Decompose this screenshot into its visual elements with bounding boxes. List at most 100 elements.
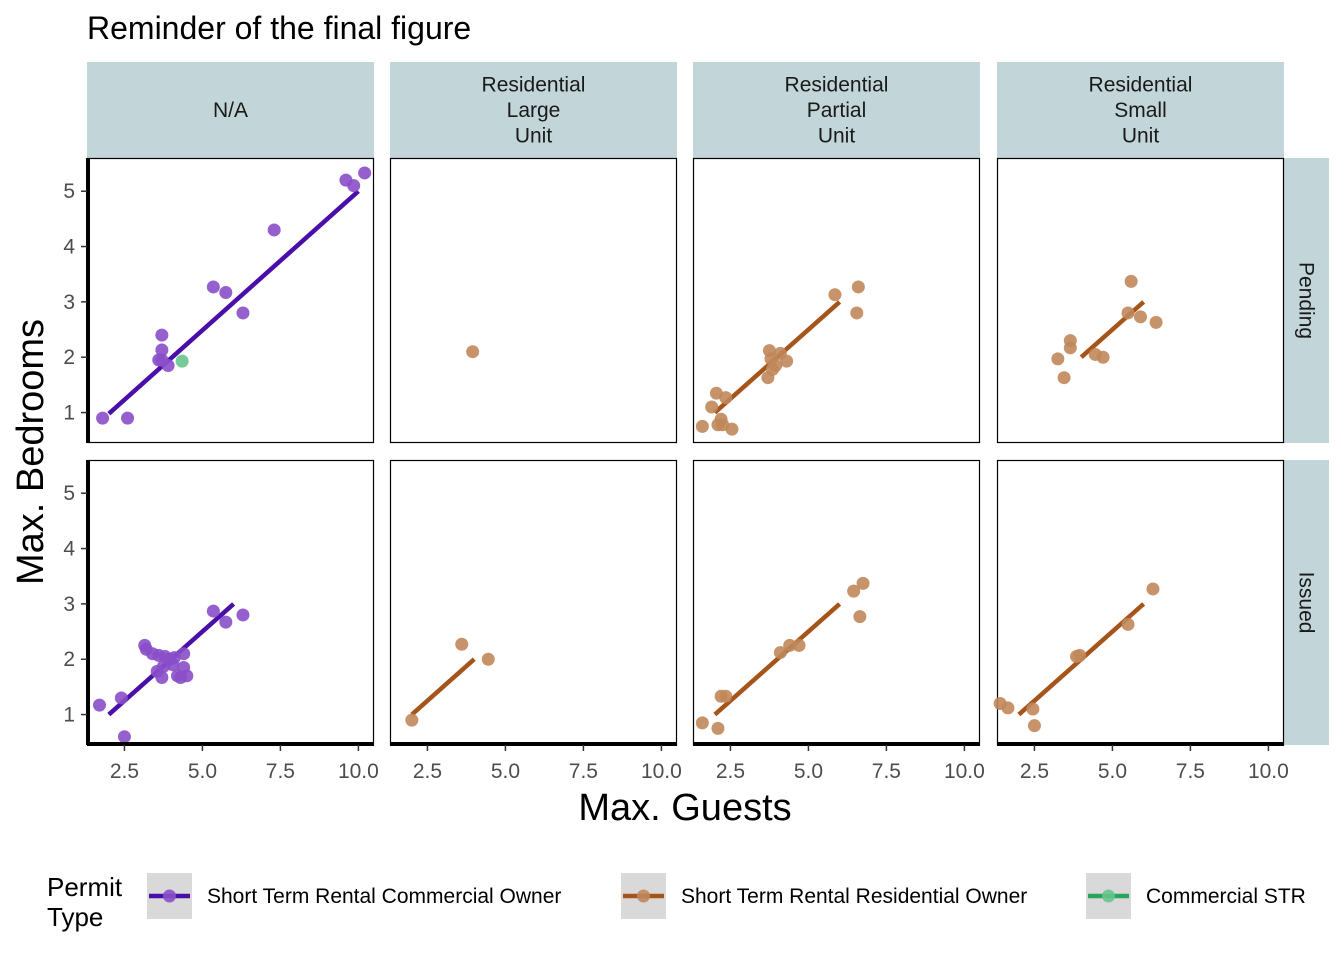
y-tick-label: 1	[63, 402, 75, 425]
y-axis-title: Max. Bedrooms	[10, 319, 52, 585]
data-point	[206, 280, 220, 294]
panel-border	[692, 459, 981, 746]
strip-label: Residential	[482, 74, 586, 97]
data-point	[96, 411, 110, 425]
data-point	[481, 652, 495, 666]
panel-pending-large	[389, 157, 678, 444]
data-point	[850, 306, 864, 320]
x-tick-label: 2.5	[110, 760, 139, 783]
x-axis-large: 2.5 5.0 7.5 10.0	[390, 742, 682, 783]
x-tick-label: 5.0	[1098, 760, 1127, 783]
x-tick-label: 5.0	[794, 760, 823, 783]
data-point	[1001, 701, 1015, 715]
facet-strip-pending: Pending	[1284, 158, 1329, 443]
strip-label: Large	[507, 99, 561, 122]
legend-key-point	[1102, 889, 1115, 903]
data-point	[711, 721, 725, 735]
legend-key-point	[163, 889, 176, 903]
strip-background	[390, 62, 677, 158]
fit-line	[713, 602, 842, 717]
panel-pending-partial	[692, 157, 981, 444]
panel-issued-small	[993, 459, 1285, 746]
data-point	[117, 730, 131, 744]
data-point	[705, 400, 719, 414]
panel-issued-na	[86, 459, 375, 746]
data-point	[219, 615, 233, 629]
data-point	[853, 610, 867, 624]
data-point	[161, 359, 175, 373]
y-tick-label: 3	[63, 291, 75, 314]
data-point	[206, 604, 220, 618]
panel-border	[996, 459, 1285, 746]
x-tick-label: 5.0	[491, 760, 520, 783]
legend-label: Short Term Rental Residential Owner	[681, 885, 1027, 908]
y-tick-label: 1	[63, 704, 75, 727]
panel-issued-large	[389, 459, 678, 746]
panel-border	[996, 157, 1285, 444]
strip-label: Small	[1114, 99, 1167, 122]
data-point	[1051, 352, 1065, 366]
y-tick-label: 4	[63, 236, 75, 259]
facet-strip-na: N/A	[87, 62, 374, 158]
data-point	[695, 716, 709, 730]
panel-pending-small	[996, 157, 1285, 444]
data-point	[466, 345, 480, 359]
data-point	[236, 608, 250, 622]
x-tick-label: 10.0	[1248, 760, 1289, 783]
data-point	[219, 285, 233, 299]
strip-label: Unit	[818, 125, 856, 148]
data-point	[175, 354, 189, 368]
x-tick-label: 7.5	[266, 760, 295, 783]
strip-background	[1284, 158, 1329, 443]
data-point	[1121, 306, 1135, 320]
data-point	[1121, 617, 1135, 631]
data-point	[180, 669, 194, 683]
panel-pending-na	[86, 157, 375, 444]
strip-label: Residential	[785, 74, 889, 97]
strip-background	[1284, 460, 1329, 745]
data-point	[828, 288, 842, 302]
data-point	[695, 419, 709, 433]
data-point	[719, 391, 733, 405]
legend-label: Commercial STR	[1146, 885, 1306, 908]
x-tick-label: 2.5	[413, 760, 442, 783]
panel-border	[86, 157, 375, 444]
data-point	[1146, 582, 1160, 596]
data-point	[155, 670, 169, 684]
data-point	[405, 713, 419, 727]
facet-panels: N/AResidentialLargeUnitResidentialPartia…	[63, 62, 1329, 783]
data-point	[719, 689, 733, 703]
legend-key-point	[637, 889, 650, 903]
fit-line	[410, 657, 476, 717]
legend-label: Short Term Rental Commercial Owner	[207, 885, 561, 908]
data-point	[347, 179, 361, 193]
legend-item: Short Term Rental Commercial Owner	[147, 873, 561, 919]
data-point	[773, 646, 787, 660]
fit-line	[107, 189, 360, 416]
data-point	[1073, 648, 1087, 662]
data-point	[92, 698, 106, 712]
data-point	[1026, 702, 1040, 716]
x-tick-label: 5.0	[188, 760, 217, 783]
chart-title: Reminder of the final figure	[87, 10, 471, 46]
y-tick-label: 4	[63, 538, 75, 561]
data-point	[851, 280, 865, 294]
x-tick-label: 10.0	[338, 760, 379, 783]
data-point	[1027, 719, 1041, 733]
legend-item: Commercial STR	[1086, 873, 1306, 919]
x-tick-label: 7.5	[872, 760, 901, 783]
data-point	[725, 422, 739, 436]
y-tick-label: 2	[63, 346, 75, 369]
strip-label: N/A	[213, 99, 248, 122]
data-point	[783, 638, 797, 652]
x-axis-partial: 2.5 5.0 7.5 10.0	[693, 742, 985, 783]
y-axis-issued: 1 2 3 4 5	[63, 460, 90, 745]
y-tick-label: 2	[63, 648, 75, 671]
data-point	[155, 328, 169, 342]
y-tick-label: 5	[63, 482, 75, 505]
data-point	[780, 354, 794, 368]
